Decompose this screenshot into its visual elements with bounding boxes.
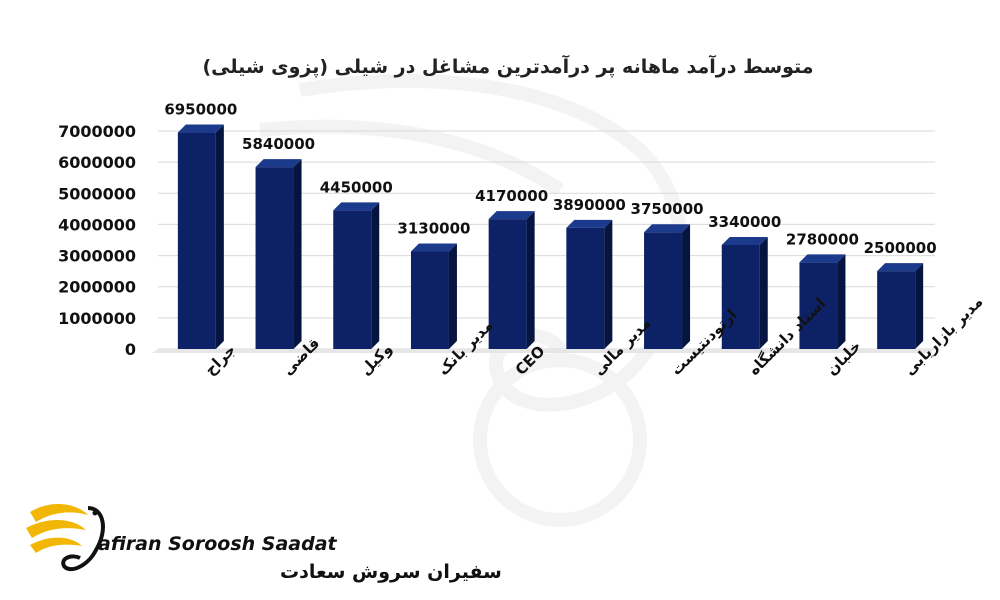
data-label: 3340000	[708, 213, 781, 231]
bar-side	[915, 263, 924, 349]
data-label: 2500000	[864, 239, 937, 257]
chart-title: متوسط درآمد ماهانه پر درآمدترین مشاغل در…	[202, 54, 813, 78]
bar	[255, 159, 302, 349]
y-axis-ticks: 0 1000000 2000000 3000000 4000000 5000000 6000…	[58, 122, 136, 359]
y-tick-label: 5000000	[58, 184, 136, 203]
y-tick-label: 6000000	[58, 153, 136, 172]
bar-top	[877, 263, 924, 272]
data-label: 3130000	[397, 220, 470, 238]
bar-front	[333, 210, 372, 349]
bar-top	[333, 202, 380, 211]
bar-top	[410, 243, 457, 252]
bar-top	[566, 219, 613, 228]
bar	[410, 243, 457, 349]
bar	[566, 219, 613, 349]
bar-top	[644, 224, 691, 233]
bar	[644, 224, 691, 349]
watermark-graphic	[259, 73, 689, 527]
y-tick-label: 1000000	[58, 309, 136, 328]
bar-side	[759, 236, 768, 349]
bar-side	[448, 243, 457, 349]
bar-side	[293, 159, 302, 349]
company-logo: afiran Soroosh Saadat سفیران سروش سعادت	[26, 504, 502, 583]
bar-top	[177, 124, 224, 133]
data-label: 3750000	[631, 200, 704, 218]
bar-top	[721, 236, 768, 245]
bar-side	[604, 219, 613, 349]
bar-top	[799, 254, 846, 263]
bird-logo-icon	[26, 504, 105, 572]
data-label: 5840000	[242, 135, 315, 153]
bar	[877, 263, 924, 349]
bar	[177, 124, 224, 349]
data-label: 4450000	[320, 178, 393, 196]
data-label: 4170000	[475, 187, 548, 205]
bar-side	[526, 211, 535, 349]
bar-front	[255, 167, 294, 349]
data-label: 3890000	[553, 196, 626, 214]
bar-side	[837, 254, 846, 349]
bar-front	[566, 227, 605, 349]
bar	[488, 211, 535, 349]
logo-name-english: afiran Soroosh Saadat	[98, 533, 338, 555]
bar-front	[721, 244, 760, 349]
bar-front	[644, 232, 683, 349]
bar	[721, 236, 768, 349]
data-label: 6950000	[164, 101, 237, 119]
y-tick-label: 0	[125, 340, 136, 359]
chart-floor	[152, 349, 935, 353]
bar	[799, 254, 846, 349]
bar-front	[177, 132, 216, 349]
bar-front	[488, 219, 527, 349]
bar-top	[488, 211, 535, 220]
y-tick-label: 7000000	[58, 122, 136, 141]
bars	[177, 124, 924, 349]
y-tick-label: 4000000	[58, 215, 136, 234]
bar-front	[799, 262, 838, 349]
bar-side	[215, 124, 224, 349]
bar-side	[371, 202, 380, 349]
data-label: 2780000	[786, 230, 859, 248]
data-labels: 6950000 5840000 4450000 3130000 4170000 38900…	[164, 101, 936, 258]
bar-top	[255, 159, 302, 168]
bar-front	[877, 271, 916, 349]
y-tick-label: 3000000	[58, 247, 136, 266]
logo-name-persian: سفیران سروش سعادت	[280, 561, 502, 583]
bar-front	[410, 251, 449, 349]
bar-side	[682, 224, 691, 349]
y-tick-label: 2000000	[58, 278, 136, 297]
bar	[333, 202, 380, 349]
